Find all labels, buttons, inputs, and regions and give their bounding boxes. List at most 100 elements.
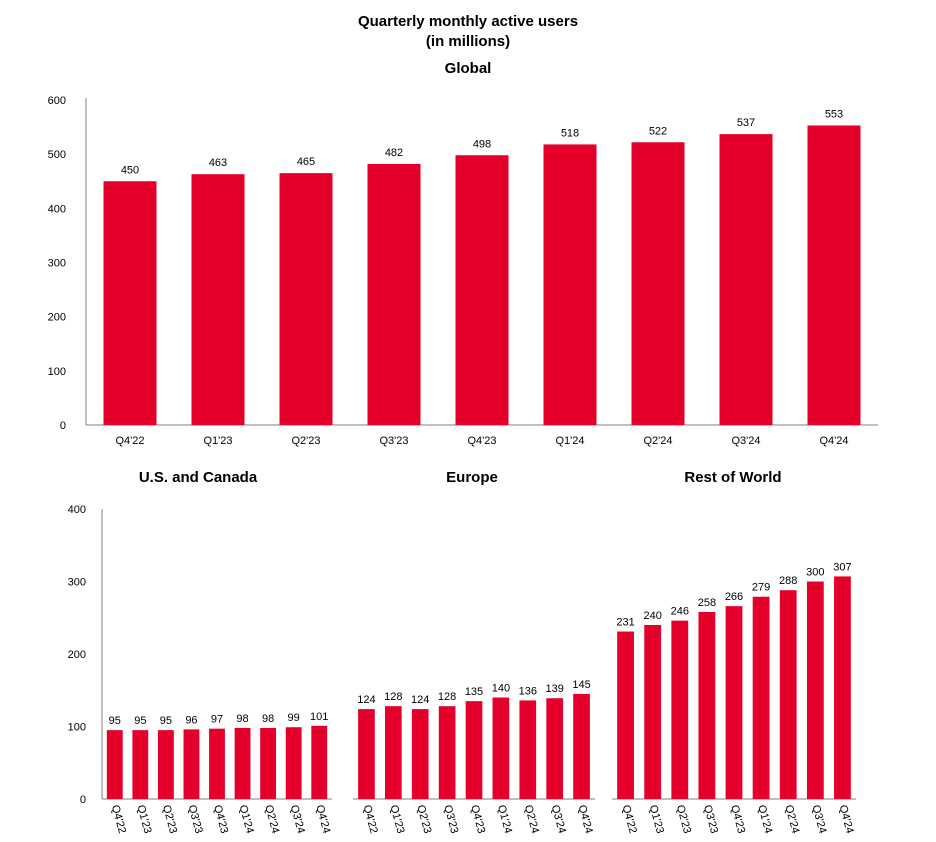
global-value-label: 482 (385, 147, 403, 159)
global-bar (719, 134, 773, 425)
us-canada-bar (157, 730, 174, 799)
rest-of-world-x-tick-label: Q1'23 (647, 804, 666, 835)
europe-value-label: 140 (492, 683, 510, 695)
chart-units-subtitle: (in millions) (425, 33, 511, 50)
europe-value-label: 124 (357, 694, 375, 706)
us-canada-x-tick-label: Q1'24 (237, 804, 256, 835)
rest-of-world-value-label: 288 (779, 575, 797, 587)
global-bar (191, 174, 245, 425)
europe-x-tick-label: Q4'23 (468, 804, 487, 835)
global-y-tick-label: 200 (48, 312, 66, 324)
rest-of-world-x-tick-label: Q3'23 (701, 804, 720, 835)
us-canada-x-tick-label: Q2'24 (262, 804, 281, 835)
europe-x-tick-label: Q2'24 (522, 804, 541, 835)
rest-of-world-bar (752, 596, 770, 799)
global-y-tick-label: 500 (48, 149, 66, 161)
europe-x-tick-label: Q4'24 (576, 804, 595, 835)
global-value-label: 465 (297, 156, 315, 168)
rest-of-world-bar (806, 581, 824, 799)
rest-of-world-x-tick-label: Q4'23 (728, 804, 747, 835)
global-x-tick-label: Q4'24 (819, 435, 848, 447)
rest-of-world-x-tick-label: Q2'24 (782, 804, 801, 835)
europe-value-label: 135 (465, 686, 483, 698)
us-canada-bar (260, 727, 277, 799)
regional-y-tick-label: 200 (68, 649, 86, 661)
europe-value-label: 128 (438, 691, 456, 703)
us-canada-bar (209, 728, 225, 799)
us-canada-bar (106, 730, 123, 799)
us-canada-x-tick-label: Q4'23 (211, 804, 230, 835)
global-value-label: 463 (209, 157, 227, 169)
europe-value-label: 139 (545, 683, 563, 695)
europe-x-tick-label: Q3'24 (549, 804, 568, 835)
rest-of-world-chart-title: Rest of World (684, 469, 782, 486)
europe-value-label: 145 (572, 679, 590, 691)
europe-chart-title: Europe (446, 469, 498, 486)
rest-of-world-bar (779, 590, 797, 799)
us-canada-bar (183, 729, 200, 799)
global-value-label: 518 (561, 127, 579, 139)
global-x-tick-label: Q4'23 (467, 435, 496, 447)
rest-of-world-x-tick-label: Q1'24 (755, 804, 774, 835)
europe-value-label: 128 (384, 691, 402, 703)
global-bar (631, 142, 685, 425)
europe-bar (519, 700, 537, 799)
us-canada-bar (132, 730, 149, 799)
rest-of-world-value-label: 279 (752, 582, 770, 594)
europe-bar (492, 697, 510, 799)
global-y-tick-label: 100 (48, 366, 66, 378)
us-canada-value-label: 96 (185, 714, 197, 726)
us-canada-value-label: 95 (134, 715, 146, 727)
rest-of-world-bar (725, 606, 743, 799)
us-canada-bar (311, 725, 328, 799)
global-y-tick-label: 400 (48, 203, 66, 215)
europe-bar (573, 693, 590, 799)
global-value-label: 553 (825, 108, 843, 120)
rest-of-world-x-tick-label: Q4'24 (837, 804, 856, 835)
rest-of-world-value-label: 266 (725, 591, 743, 603)
chart-main-title: Quarterly monthly active users (357, 13, 579, 30)
europe-x-tick-label: Q4'22 (361, 804, 380, 835)
us-canada-x-tick-label: Q4'22 (109, 804, 128, 835)
us-canada-x-tick-label: Q2'23 (160, 804, 179, 835)
us-canada-value-label: 95 (160, 715, 172, 727)
global-y-tick-label: 600 (48, 95, 66, 107)
global-x-tick-label: Q1'23 (203, 435, 232, 447)
regional-y-tick-label: 400 (68, 504, 86, 516)
global-chart-title: Global (444, 60, 492, 77)
europe-value-label: 124 (411, 694, 429, 706)
global-value-label: 498 (473, 138, 491, 150)
us-canada-bar (234, 727, 251, 799)
rest-of-world-value-label: 258 (698, 597, 716, 609)
rest-of-world-bar (644, 625, 662, 799)
europe-bar (358, 709, 375, 799)
global-value-label: 537 (737, 117, 755, 129)
global-value-label: 522 (649, 125, 667, 137)
us-canada-value-label: 98 (236, 713, 248, 725)
us-canada-value-label: 101 (310, 711, 328, 723)
us-canada-x-tick-label: Q1'23 (134, 804, 153, 835)
global-bar (543, 144, 597, 425)
us-canada-value-label: 99 (288, 712, 300, 724)
rest-of-world-bar (617, 631, 634, 799)
global-x-tick-label: Q2'23 (291, 435, 320, 447)
regional-y-tick-label: 100 (68, 722, 86, 734)
rest-of-world-bar (698, 611, 716, 799)
rest-of-world-value-label: 240 (643, 610, 661, 622)
global-bar (455, 155, 509, 425)
europe-x-tick-label: Q2'23 (414, 804, 433, 835)
regional-y-tick-label: 300 (68, 577, 86, 589)
global-bar (279, 173, 333, 425)
europe-bar (411, 709, 429, 799)
rest-of-world-value-label: 231 (616, 617, 634, 629)
rest-of-world-x-tick-label: Q3'24 (809, 804, 828, 835)
rest-of-world-bar (671, 620, 689, 799)
global-value-label: 450 (121, 164, 139, 176)
europe-bar (384, 706, 402, 799)
global-y-tick-label: 300 (48, 258, 66, 270)
rest-of-world-x-tick-label: Q2'23 (674, 804, 693, 835)
rest-of-world-value-label: 300 (806, 567, 824, 579)
us-canada-bar (285, 727, 302, 799)
global-x-tick-label: Q4'22 (115, 435, 144, 447)
rest-of-world-value-label: 307 (833, 561, 851, 573)
